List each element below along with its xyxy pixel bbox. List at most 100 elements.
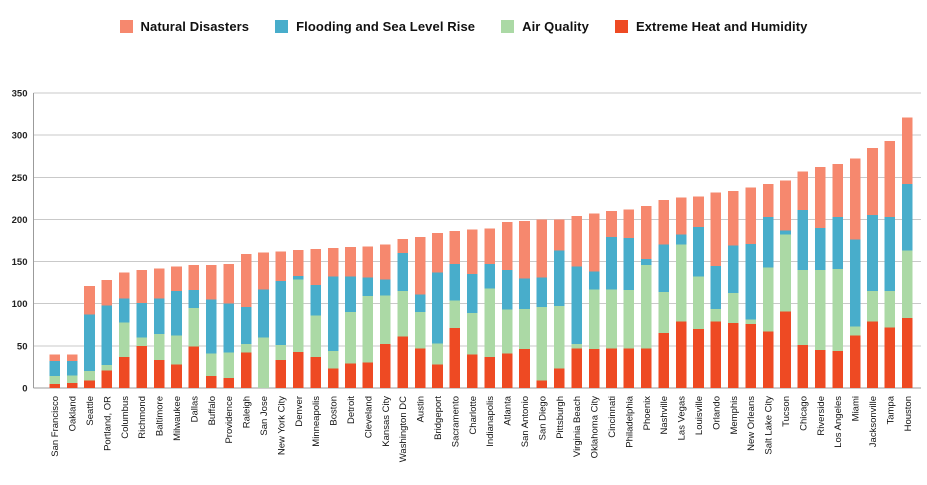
bar-segment <box>414 312 426 349</box>
bar-segment <box>780 180 791 231</box>
bar-segment <box>397 253 408 292</box>
bar-segment <box>119 272 130 299</box>
bar-segment <box>345 312 356 364</box>
bar-segment <box>867 291 878 322</box>
x-axis-label: Salt Lake City <box>764 396 775 455</box>
x-axis-label: Boston <box>329 396 340 426</box>
bar-segment <box>832 163 843 217</box>
bar-segment <box>171 266 182 292</box>
bar-segment <box>797 345 809 388</box>
bar-segment <box>101 305 113 366</box>
chart-legend: Natural Disasters Flooding and Sea Level … <box>0 0 927 40</box>
bar-segment <box>484 356 495 388</box>
bar-segment <box>397 336 408 388</box>
x-axis-label: Bridgeport <box>433 396 444 440</box>
bar-segment <box>710 308 722 322</box>
bar-segment <box>501 221 513 270</box>
x-axis-label: Philadelphia <box>624 395 635 447</box>
x-axis-label: Austin <box>416 396 427 422</box>
x-axis-label: Chicago <box>798 396 809 431</box>
bar-segment <box>101 370 113 388</box>
bar-segment <box>275 280 287 346</box>
legend-label: Natural Disasters <box>140 19 250 34</box>
bar-segment <box>745 323 756 388</box>
bar-segment <box>258 252 269 290</box>
bar-segment <box>380 344 391 388</box>
bar-segment <box>623 237 635 291</box>
bar-segment <box>536 307 548 381</box>
x-axis-label: Indianapolis <box>485 396 496 447</box>
bar-segment <box>693 276 704 329</box>
bar-segment <box>571 348 582 388</box>
bar-segment <box>327 368 339 388</box>
bar-segment <box>414 237 426 295</box>
bar-segment <box>554 219 565 251</box>
x-axis-label: Nashville <box>659 396 670 435</box>
bar-segment <box>84 371 95 381</box>
bar-segment <box>658 333 669 388</box>
bar-segment <box>153 268 165 299</box>
bar-segment <box>49 376 60 384</box>
x-axis-label: Portland, OR <box>102 396 113 451</box>
bar-segment <box>449 264 461 301</box>
x-axis-label: Raleigh <box>242 396 253 428</box>
bar-segment <box>223 377 234 388</box>
bar-segment <box>449 231 461 265</box>
legend-label: Air Quality <box>522 19 589 34</box>
bar-segment <box>554 306 565 369</box>
legend-swatch <box>501 20 515 33</box>
bar-segment <box>136 302 147 338</box>
bar-segment <box>902 318 913 388</box>
legend-label: Extreme Heat and Humidity <box>635 19 808 34</box>
x-axis-label: Seattle <box>85 396 96 426</box>
y-axis-label: 100 <box>12 299 28 310</box>
bar-segment <box>815 350 826 388</box>
bar-segment <box>66 361 78 376</box>
bar-segment <box>414 294 426 313</box>
bar-segment <box>310 248 321 286</box>
bar-segment <box>710 265 722 309</box>
bar-segment <box>275 251 287 281</box>
bar-segment <box>536 219 548 278</box>
bar-segment <box>675 244 687 322</box>
y-axis-label: 300 <box>12 131 28 142</box>
x-axis-label: Tucson <box>781 396 792 427</box>
bar-segment <box>310 356 321 388</box>
x-axis-label: Tampa <box>885 395 896 424</box>
x-axis-label: Cincinnati <box>607 396 618 438</box>
bar-segment <box>432 343 443 365</box>
x-axis-label: Jacksonville <box>868 396 879 447</box>
bar-segment <box>745 187 756 244</box>
x-axis-label: Virginia Beach <box>572 396 583 457</box>
x-axis-label: Charlotte <box>468 396 479 435</box>
y-axis-label: 150 <box>12 257 28 268</box>
bar-segment <box>327 248 339 277</box>
bar-segment <box>867 321 878 388</box>
bar-segment <box>240 352 252 388</box>
x-axis-label: Pittsburgh <box>555 396 566 439</box>
bar-segment <box>84 380 95 388</box>
x-axis-label: San Francisco <box>50 396 61 457</box>
x-axis-label: Miami <box>851 396 862 421</box>
y-axis-label: 200 <box>12 215 28 226</box>
bar-segment <box>867 215 878 292</box>
bar-segment <box>188 290 200 308</box>
bar-segment <box>362 246 374 278</box>
bar-segment <box>658 200 669 245</box>
bar-segment <box>380 244 391 280</box>
bar-segment <box>762 184 774 217</box>
bar-segment <box>275 360 287 388</box>
x-axis-label: Riverside <box>816 396 827 436</box>
x-axis-label: Minneapolis <box>311 396 322 447</box>
bar-segment <box>66 375 78 383</box>
bar-segment <box>867 147 878 216</box>
bar-segment <box>675 234 687 245</box>
bar-segment <box>84 286 95 315</box>
bar-segment <box>258 289 269 338</box>
x-axis-label: Louisville <box>694 396 705 435</box>
bar-segment <box>815 167 826 228</box>
bar-segment <box>762 267 774 332</box>
y-axis-label: 250 <box>12 173 28 184</box>
bar-segment <box>588 289 600 350</box>
